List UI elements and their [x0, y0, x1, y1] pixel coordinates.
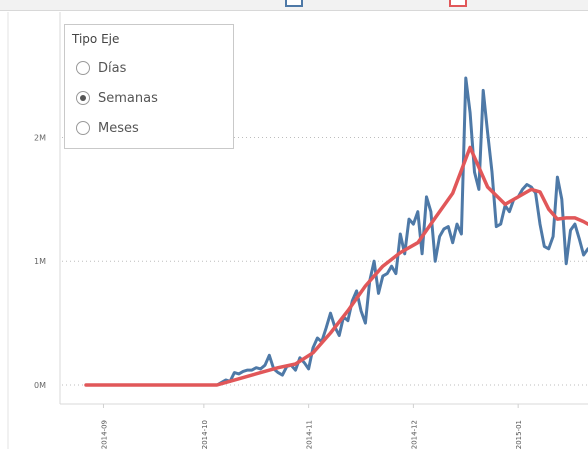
radio-button-icon[interactable] — [76, 61, 90, 75]
x-tick-label: 2014-09 — [100, 420, 108, 449]
series-line-red — [84, 145, 588, 387]
x-tick-label: 2014-11 — [306, 420, 314, 449]
x-tick-label: 2015-01 — [515, 420, 523, 449]
axis-selector-title: Tipo Eje — [72, 32, 120, 46]
radio-option-semanas[interactable]: Semanas — [76, 87, 158, 109]
radio-option-dias[interactable]: Días — [76, 57, 126, 79]
y-tick-label: 2M — [34, 133, 46, 142]
radio-button-icon[interactable] — [76, 91, 90, 105]
radio-label-dias: Días — [98, 60, 127, 76]
radio-label-semanas: Semanas — [98, 90, 158, 106]
legend-swatch-red — [449, 0, 467, 7]
series-line-blue — [84, 76, 588, 387]
legend-swatch-blue — [285, 0, 303, 7]
x-tick-label: 2014-10 — [201, 420, 209, 449]
y-tick-label: 1M — [34, 257, 46, 266]
axis-type-selector: Tipo Eje Días Semanas Meses — [64, 24, 234, 149]
x-tick-label: 2014-12 — [410, 420, 418, 449]
radio-button-icon[interactable] — [76, 121, 90, 135]
legend-strip — [0, 0, 588, 11]
radio-label-meses: Meses — [98, 120, 139, 136]
radio-option-meses[interactable]: Meses — [76, 117, 139, 139]
y-tick-label: 0M — [34, 381, 46, 390]
